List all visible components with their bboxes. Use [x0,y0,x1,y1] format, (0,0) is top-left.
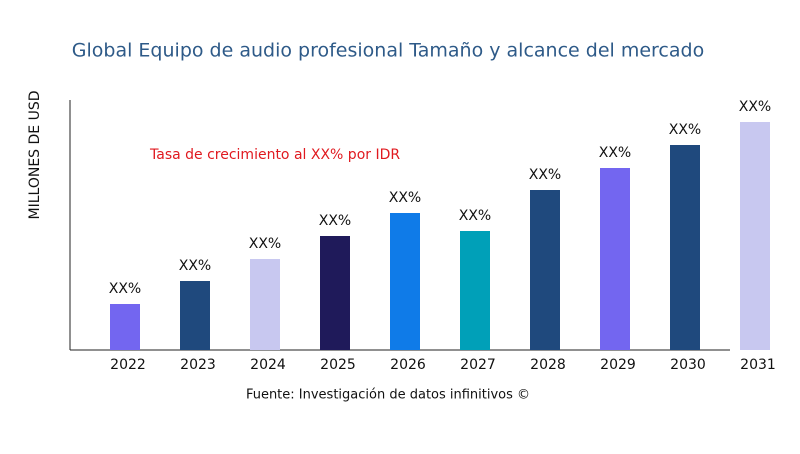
value-label: XX% [319,213,351,229]
x-tick-label: 2024 [250,357,286,373]
x-tick-label: 2028 [530,357,566,373]
x-tick-label: 2030 [670,357,706,373]
chart-title: Global Equipo de audio profesional Tamañ… [72,40,704,62]
bar [740,122,770,350]
bar [390,213,420,350]
annotation: Tasa de crecimiento al XX% por IDR [149,147,400,163]
x-tick-label: 2029 [600,357,636,373]
value-label: XX% [669,122,701,138]
value-label: XX% [459,208,491,224]
bar [600,168,630,350]
x-tick-label: 2025 [320,357,356,373]
y-axis-label: MILLONES DE USD [27,91,43,220]
bar [460,231,490,350]
bar [670,145,700,350]
value-label: XX% [389,190,421,206]
x-tick-label: 2031 [740,357,776,373]
source: Fuente: Investigación de datos infinitiv… [246,388,530,403]
value-label: XX% [179,258,211,274]
value-label: XX% [739,99,771,115]
x-tick-label: 2027 [460,357,496,373]
x-tick-label: 2023 [180,357,216,373]
value-label: XX% [529,167,561,183]
bar [250,259,280,350]
bar [530,190,560,350]
bar [110,304,140,350]
value-label: XX% [109,281,141,297]
value-label: XX% [599,145,631,161]
value-label: XX% [249,236,281,252]
bar [320,236,350,350]
x-tick-label: 2026 [390,357,426,373]
x-tick-label: 2022 [110,357,146,373]
bar [180,281,210,350]
